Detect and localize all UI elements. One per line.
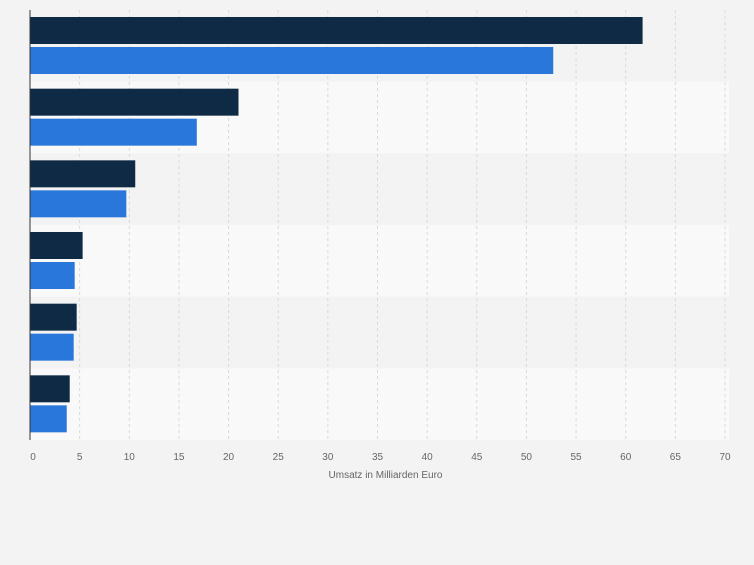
category-band — [30, 296, 729, 369]
bar-series-2-category-6[interactable] — [30, 405, 67, 433]
x-tick-label: 25 — [273, 452, 285, 463]
x-tick-label: 15 — [173, 452, 185, 463]
bar-series-1-category-4[interactable] — [30, 232, 83, 259]
bar-series-2-category-5[interactable] — [30, 333, 74, 361]
x-tick-label: 45 — [471, 452, 483, 463]
category-band — [30, 368, 729, 440]
category-band — [30, 225, 729, 297]
bar-series-1-category-1[interactable] — [30, 17, 643, 44]
x-tick-label: 0 — [30, 452, 36, 463]
bar-series-1-category-3[interactable] — [30, 160, 136, 188]
bar-series-2-category-1[interactable] — [30, 47, 554, 74]
category-bands — [30, 10, 729, 440]
x-tick-label: 20 — [223, 452, 235, 463]
bar-series-2-category-4[interactable] — [30, 262, 75, 289]
bar-series-1-category-5[interactable] — [30, 303, 77, 331]
x-tick-labels: 0 5 10 15 20 25 30 35 40 45 50 55 60 65 70 — [30, 452, 731, 463]
bar-series-2-category-3[interactable] — [30, 190, 127, 218]
bar-series-1-category-6[interactable] — [30, 375, 70, 403]
bar-series-1-category-2[interactable] — [30, 88, 239, 116]
bars — [30, 17, 643, 433]
x-tick-label: 10 — [124, 452, 136, 463]
x-tick-label: 30 — [322, 452, 334, 463]
x-tick-label: 60 — [620, 452, 632, 463]
bar-series-2-category-2[interactable] — [30, 118, 197, 146]
x-axis-label: Umsatz in Milliarden Euro — [329, 470, 443, 481]
x-tick-label: 40 — [422, 452, 434, 463]
x-tick-label: 70 — [719, 452, 731, 463]
x-tick-label: 50 — [521, 452, 533, 463]
x-tick-label: 5 — [77, 452, 83, 463]
x-tick-label: 55 — [571, 452, 583, 463]
category-band — [30, 153, 729, 225]
x-tick-label: 65 — [670, 452, 682, 463]
x-tick-label: 35 — [372, 452, 384, 463]
